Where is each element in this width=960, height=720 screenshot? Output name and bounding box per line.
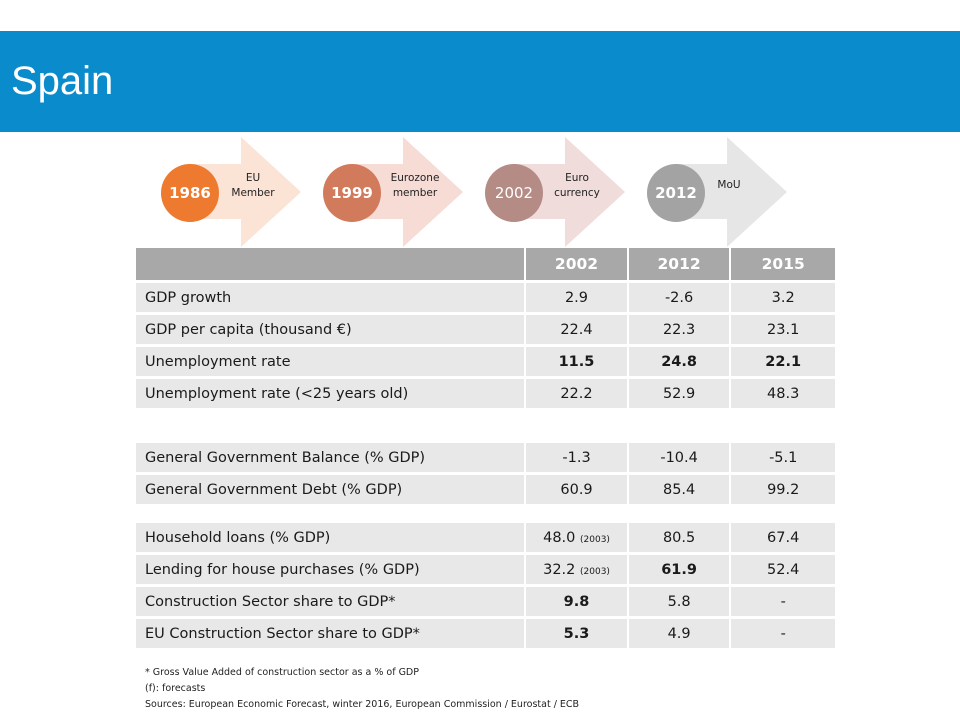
year-note: (2003): [580, 566, 610, 577]
economy-table: 2002 2012 2015 GDP growth 2.9 -2.6 3.2 G…: [136, 248, 835, 411]
row-label: Lending for house purchases (% GDP): [136, 553, 527, 587]
value-cell: 24.8: [627, 345, 732, 379]
arrow-shape: [191, 137, 301, 247]
table-row: Unemployment rate (<25 years old) 22.2 5…: [136, 377, 835, 411]
row-label: GDP growth: [136, 281, 527, 315]
table-row: General Government Debt (% GDP) 60.9 85.…: [136, 473, 835, 507]
timeline-step-1986: 1986 EU Member: [161, 137, 301, 247]
timeline: 1986 EU Member 1999 Eurozone member 2002 E…: [0, 0, 960, 250]
row-label: Unemployment rate: [136, 345, 527, 379]
value-cell: 52.4: [730, 553, 835, 587]
value-cell: -: [730, 585, 835, 619]
timeline-step-2002: 2002 Euro currency: [485, 137, 625, 247]
value-cell: -: [730, 617, 835, 651]
header-cell: 2002: [525, 248, 629, 283]
value-cell: 5.3: [525, 617, 629, 651]
value-cell: 3.2: [730, 281, 835, 315]
value-cell: 61.9: [627, 553, 732, 587]
table-row: Unemployment rate 11.5 24.8 22.1: [136, 345, 835, 379]
step-label: Eurozone member: [390, 172, 440, 199]
footnote-sources: Sources: European Economic Forecast, win…: [145, 699, 580, 710]
footnotes: * Gross Value Added of construction sect…: [145, 665, 579, 713]
value-cell: 48.3: [730, 377, 835, 411]
header-cell: 2012: [627, 248, 732, 283]
fiscal-table: General Government Balance (% GDP) -1.3 …: [136, 443, 835, 507]
housing-table: Household loans (% GDP) 48.0 (2003) 80.5…: [136, 523, 835, 651]
timeline-step-2012: 2012 MoU: [647, 137, 787, 247]
year-circle: 1986: [161, 164, 219, 222]
value-cell: 32.2 (2003): [525, 553, 629, 587]
value-cell: 23.1: [730, 313, 835, 347]
step-label: Euro currency: [554, 172, 600, 199]
value-cell: 52.9: [627, 377, 732, 411]
value-cell: -1.3: [525, 443, 629, 475]
value-cell: 9.8: [525, 585, 629, 619]
value-cell: 5.8: [627, 585, 732, 619]
row-label: Household loans (% GDP): [136, 523, 527, 555]
page-title: Spain: [11, 59, 114, 103]
year-circle: 1999: [323, 164, 381, 222]
row-label: GDP per capita (thousand €): [136, 313, 527, 347]
value-cell: 11.5: [525, 345, 629, 379]
timeline-step-1999: 1999 Eurozone member: [323, 137, 463, 247]
value-cell: 80.5: [627, 523, 732, 555]
row-label: General Government Balance (% GDP): [136, 443, 527, 475]
value-cell: 48.0 (2003): [525, 523, 629, 555]
table-row: Lending for house purchases (% GDP) 32.2…: [136, 553, 835, 587]
row-label: Construction Sector share to GDP*: [136, 585, 527, 619]
title-banner: Spain: [0, 31, 960, 132]
year-circle: 2002: [485, 164, 543, 222]
row-label: General Government Debt (% GDP): [136, 473, 527, 507]
value-cell: 99.2: [730, 473, 835, 507]
arrow-shape: [677, 137, 787, 247]
year-circle: 2012: [647, 164, 705, 222]
value-cell: 22.2: [525, 377, 629, 411]
arrow-shape: [353, 137, 463, 247]
footnote-forecasts: (f): forecasts: [145, 683, 206, 694]
footnote-construction: * Gross Value Added of construction sect…: [145, 667, 419, 678]
value-cell: -5.1: [730, 443, 835, 475]
value-cell: 22.3: [627, 313, 732, 347]
header-cell: 2015: [730, 248, 835, 283]
table-row: Construction Sector share to GDP* 9.8 5.…: [136, 585, 835, 619]
value-cell: -2.6: [627, 281, 732, 315]
value-cell: 67.4: [730, 523, 835, 555]
step-label: EU Member: [231, 172, 275, 199]
value-cell: 22.4: [525, 313, 629, 347]
table-row: General Government Balance (% GDP) -1.3 …: [136, 443, 835, 475]
row-label: EU Construction Sector share to GDP*: [136, 617, 527, 651]
table-row: EU Construction Sector share to GDP* 5.3…: [136, 617, 835, 651]
value-cell: 4.9: [627, 617, 732, 651]
value-cell: 2.9: [525, 281, 629, 315]
table-row: Household loans (% GDP) 48.0 (2003) 80.5…: [136, 523, 835, 555]
header-cell: [136, 248, 527, 283]
value-cell: 85.4: [627, 473, 732, 507]
row-label: Unemployment rate (<25 years old): [136, 377, 527, 411]
value-cell: -10.4: [627, 443, 732, 475]
value-cell: 22.1: [730, 345, 835, 379]
table-header-row: 2002 2012 2015: [136, 248, 835, 283]
table-row: GDP per capita (thousand €) 22.4 22.3 23…: [136, 313, 835, 347]
year-note: (2003): [580, 534, 610, 545]
value-cell: 60.9: [525, 473, 629, 507]
table-row: GDP growth 2.9 -2.6 3.2: [136, 281, 835, 315]
arrow-shape: [515, 137, 625, 247]
step-label: MoU: [717, 179, 741, 191]
